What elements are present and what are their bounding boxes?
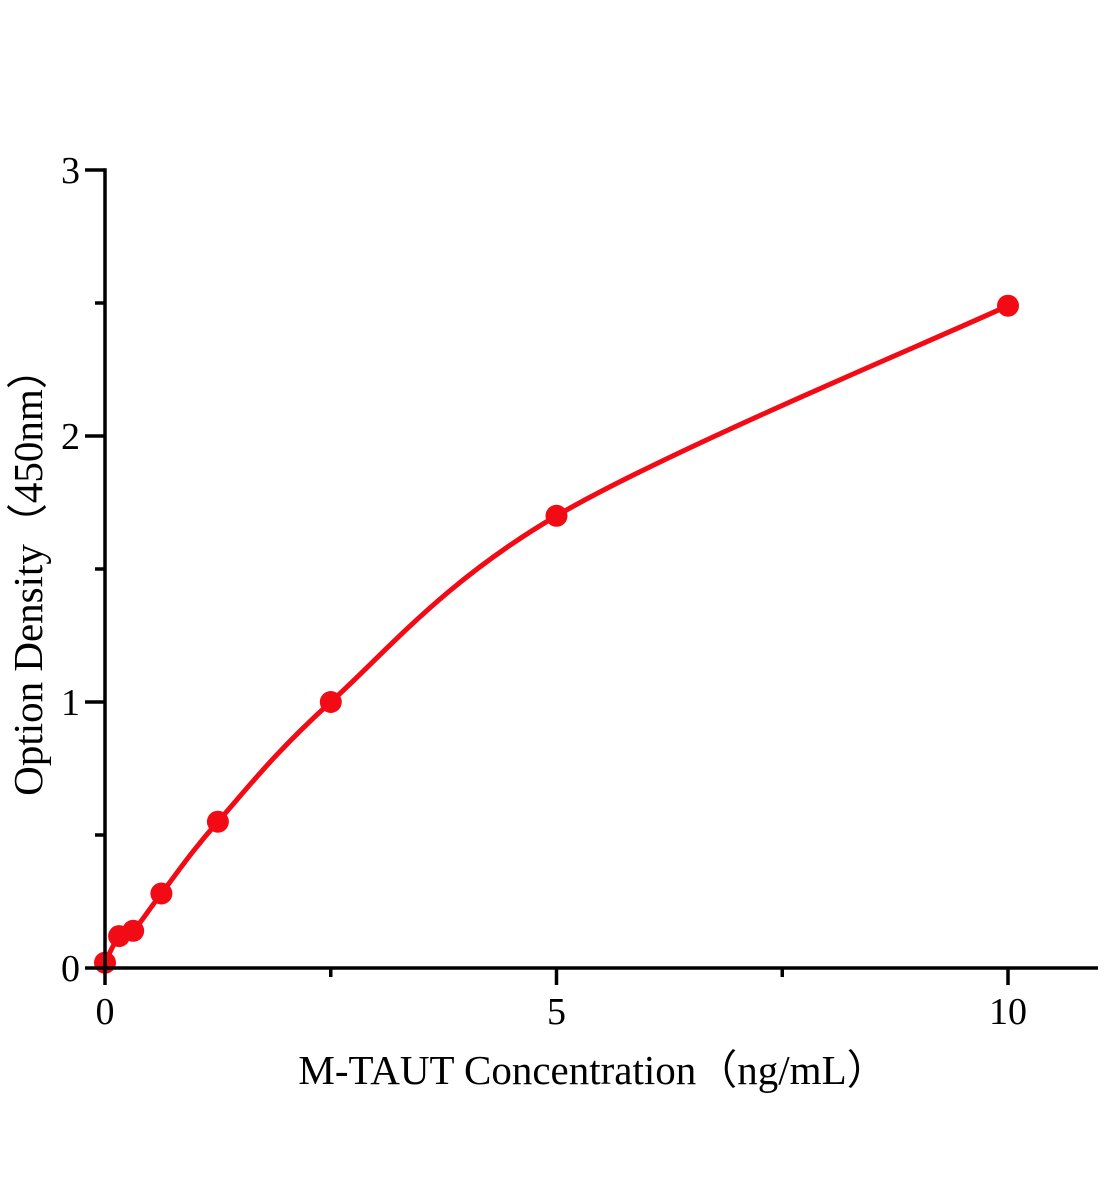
x-tick-label: 10 [989,991,1027,1033]
x-tick-label: 5 [547,991,566,1033]
data-point [319,691,342,713]
data-point [150,882,173,905]
data-point [997,294,1019,317]
y-tick-label: 1 [61,682,80,724]
y-axis-title: Option Density（450nm） [5,348,51,796]
data-point [206,810,229,833]
x-axis-title: M-TAUT Concentration（ng/mL） [298,1047,887,1093]
x-tick-label: 0 [96,991,115,1033]
curve-layer [94,294,1019,974]
data-point [545,504,568,527]
labels-layer: M-TAUT Concentration（ng/mL） Option Densi… [5,150,1027,1093]
y-tick-label: 0 [61,948,80,990]
axis-lines [103,168,1098,970]
axes-layer [85,168,1098,985]
y-tick-label: 2 [61,416,80,458]
data-point [122,919,145,942]
standard-curve-line [102,303,1011,966]
y-tick-label: 3 [61,150,80,192]
